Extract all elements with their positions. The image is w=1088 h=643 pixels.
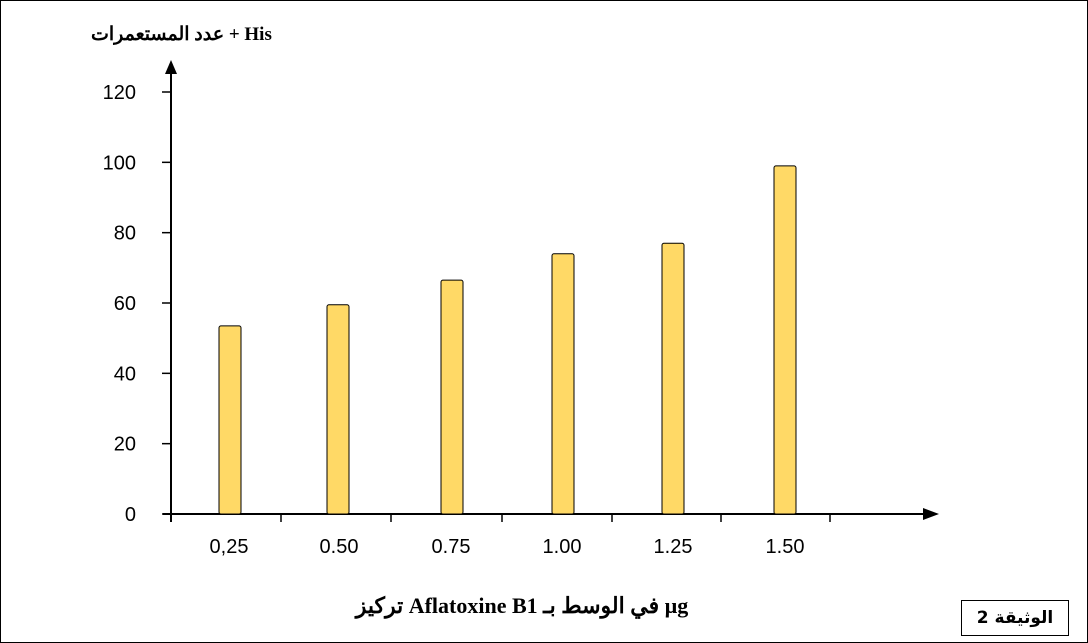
x-tick-label: 1.25	[654, 536, 693, 558]
y-tick-label: 60	[114, 293, 136, 315]
bar-5	[661, 242, 685, 515]
bar-1	[218, 325, 242, 515]
document-number-label: الوثيقة 2	[976, 608, 1054, 628]
y-tick-label: 0	[125, 504, 136, 526]
x-tick-label: 1.50	[766, 536, 805, 558]
bar-4	[551, 253, 575, 515]
x-tick-label: 1.00	[543, 536, 582, 558]
y-axis-arrow	[165, 60, 177, 74]
x-axis-arrow	[923, 508, 939, 520]
y-tick-label: 100	[103, 152, 136, 174]
y-tick-label: 120	[103, 82, 136, 104]
y-tick-label: 20	[114, 434, 136, 456]
x-axis-label: تركيز Aflatoxine B1 في الوسط بـ µg	[354, 593, 689, 619]
axes	[162, 60, 939, 522]
bars	[218, 165, 797, 515]
bar-3	[440, 279, 464, 515]
y-tick-label: 40	[114, 363, 136, 385]
document-number-box: الوثيقة 2	[961, 600, 1069, 636]
y-axis-label: عدد المستعمرات + His	[91, 24, 272, 45]
labels: 0 20 40 60 80 100 120 0,25 0.50 0.75 1.00 1.25 1.50	[103, 82, 805, 558]
bar-2	[326, 304, 350, 515]
bar-6	[773, 165, 797, 515]
y-tick-label: 80	[114, 223, 136, 245]
x-tick-label: 0,25	[210, 536, 249, 558]
x-tick-label: 0.50	[320, 536, 359, 558]
x-tick-label: 0.75	[432, 536, 471, 558]
